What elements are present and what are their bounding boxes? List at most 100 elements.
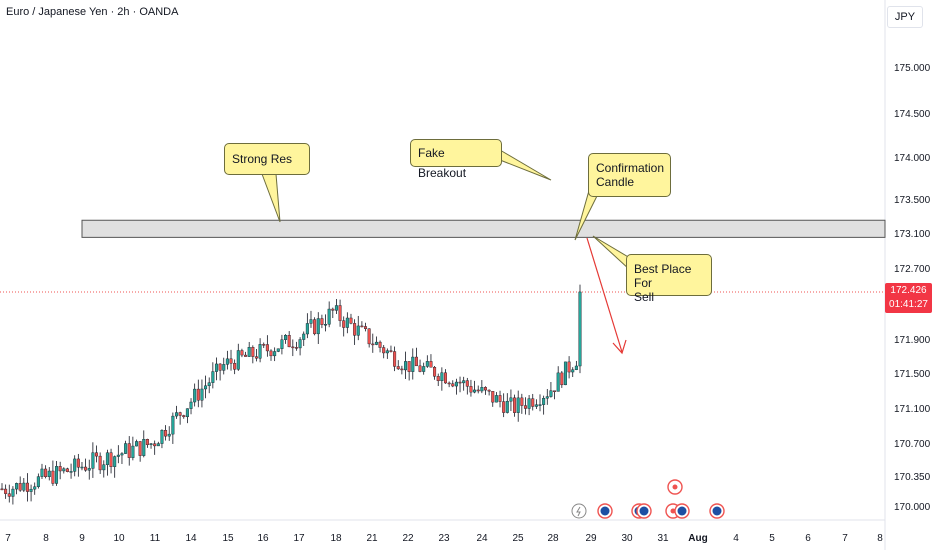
candle-body [262, 344, 266, 346]
candle-body [571, 369, 575, 373]
candle-body [505, 400, 509, 413]
candle-body [73, 458, 77, 472]
candle-body [236, 350, 240, 370]
candle-body [378, 341, 382, 348]
best-place-label-line2: Sell [634, 290, 655, 304]
candle-body [244, 354, 248, 357]
candle-body [396, 366, 400, 370]
candle-body [338, 305, 342, 321]
candle-body [400, 368, 404, 371]
lightning-icon[interactable] [571, 503, 587, 519]
event-icons [571, 479, 725, 519]
candle-body [440, 372, 444, 382]
x-tick-label: 4 [733, 533, 739, 544]
candle-body [269, 350, 273, 357]
candle-body [95, 452, 99, 457]
last-price-value: 172.426 [890, 285, 927, 296]
candle-body [545, 396, 549, 399]
candle-body [265, 344, 269, 352]
sell-arrow-shaft [586, 237, 623, 353]
y-tick-label: 170.350 [894, 472, 931, 483]
best-place-callout[interactable]: Best Place For Sell [626, 254, 712, 304]
candle-body [102, 464, 106, 471]
candle-body [62, 468, 66, 472]
candle-body [436, 376, 440, 382]
candle-body [491, 391, 495, 403]
y-tick-label: 173.500 [894, 195, 931, 206]
candle-body [18, 483, 22, 491]
x-tick-label: 31 [657, 533, 669, 544]
candle-body [334, 305, 338, 311]
candle-body [233, 363, 237, 370]
candle-body [345, 317, 349, 328]
x-tick-label: 7 [5, 533, 11, 544]
candle-body [513, 397, 517, 413]
sell-arrow-head [612, 339, 627, 355]
candle-body [404, 361, 408, 371]
event-dot [670, 508, 676, 514]
y-tick-label: 171.500 [894, 369, 931, 380]
resistance-zone-layer [0, 219, 886, 293]
x-tick-label: 7 [842, 533, 848, 544]
y-tick-label: 175.000 [894, 63, 931, 74]
candle-body [229, 358, 233, 364]
candle-body [185, 408, 189, 418]
currency-button[interactable]: JPY [887, 6, 923, 28]
candle-body [69, 471, 73, 473]
x-tick-label: 8 [877, 533, 883, 544]
candle-body [429, 361, 433, 368]
fake-breakout-callout[interactable]: Fake Breakout [410, 139, 502, 180]
candles [0, 284, 582, 505]
candle-body [98, 455, 102, 471]
candle-body [298, 339, 302, 349]
candle-body [549, 390, 553, 397]
candle-body [560, 372, 564, 386]
candle-body [374, 341, 378, 345]
x-tick-label: 16 [257, 533, 269, 544]
chart-title: Euro / Japanese Yen · 2h · OANDA [6, 6, 179, 18]
candle-body [527, 398, 531, 409]
candle-body [25, 482, 29, 492]
strong-res-callout[interactable]: Strong Res [224, 143, 310, 175]
candle-body [29, 488, 33, 492]
candle-body [193, 388, 197, 403]
candle-body [553, 390, 557, 392]
candle-body [113, 456, 117, 467]
candle-body [80, 466, 84, 469]
eu-flag-inner [712, 506, 722, 516]
candle-body [145, 439, 149, 445]
candle-body [563, 361, 567, 386]
candle-body [531, 398, 535, 407]
fake-breakout-label: Fake Breakout [418, 146, 467, 180]
candle-body [0, 488, 4, 491]
y-axis: 175.000 174.500 174.000 173.500 173.100 172.7… [894, 63, 931, 513]
candle-body [462, 380, 466, 384]
candle-body [196, 388, 200, 401]
y-tick-label: 174.000 [894, 153, 931, 164]
candle-body [273, 351, 277, 357]
x-tick-label: 29 [585, 533, 597, 544]
candle-body [65, 468, 69, 472]
candle-body [58, 466, 62, 472]
candle-body [204, 385, 208, 390]
candle-body [33, 486, 37, 490]
candle-body [211, 371, 215, 383]
candle-body [105, 452, 109, 465]
candle-body [174, 412, 178, 417]
candle-body [291, 346, 295, 349]
candle-body [200, 388, 204, 401]
candle-body [451, 383, 455, 387]
confirmation-callout[interactable]: Confirmation Candle [588, 153, 671, 197]
x-tick-label: 9 [79, 533, 85, 544]
candle-body [371, 343, 375, 346]
y-tick-label: 170.000 [894, 502, 931, 513]
candle-body [36, 476, 40, 487]
confirmation-label-line2: Candle [596, 175, 635, 189]
candle-body [342, 320, 346, 328]
candle-body [138, 441, 142, 456]
candle-body [207, 382, 211, 387]
y-tick-label: 171.100 [894, 404, 931, 415]
y-tick-label: 174.500 [894, 109, 931, 120]
x-tick-label: 18 [330, 533, 342, 544]
